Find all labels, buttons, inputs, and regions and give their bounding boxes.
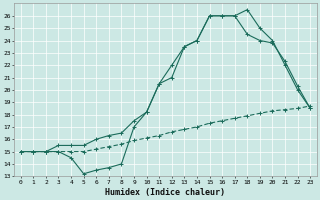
X-axis label: Humidex (Indice chaleur): Humidex (Indice chaleur) [106, 188, 226, 197]
